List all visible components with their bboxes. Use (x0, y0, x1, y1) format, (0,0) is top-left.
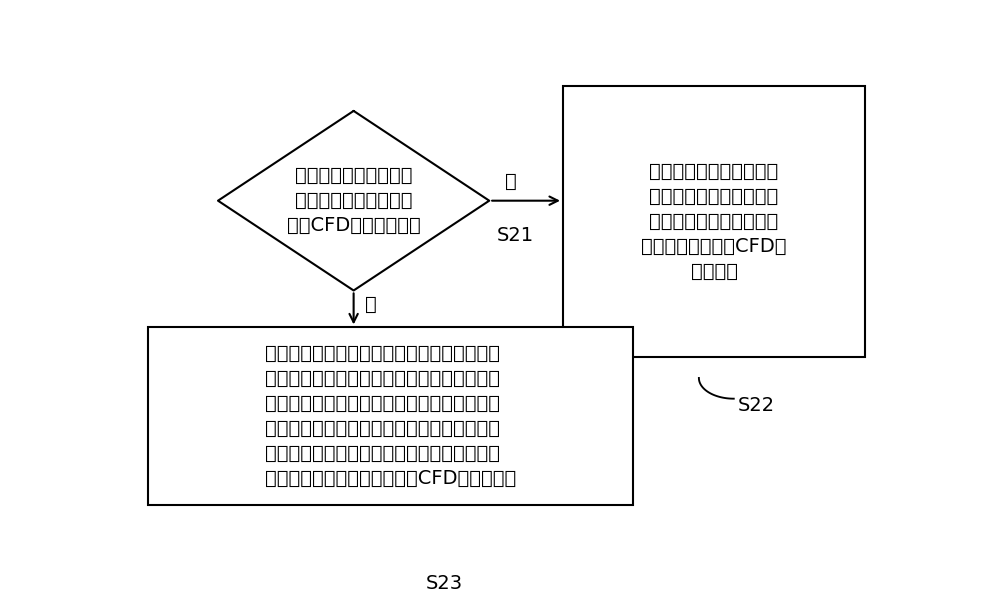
Bar (148, 327, 633, 505)
Text: 是: 是 (505, 172, 516, 191)
Text: S21: S21 (497, 226, 534, 245)
Text: S22: S22 (738, 396, 775, 416)
Text: 否: 否 (365, 295, 377, 314)
Text: 根据当前进行微观选址的
风电场的风资源种类，从
配方库中选取当前进行微
观选址的风电场的CFD模
型的参数: 根据当前进行微观选址的 风电场的风资源种类，从 配方库中选取当前进行微 观选址的… (641, 162, 787, 281)
Text: 从预设的配方库选取当
前进行微观选址的风电
场的CFD模型的参数？: 从预设的配方库选取当 前进行微观选址的风电 场的CFD模型的参数？ (287, 166, 420, 235)
Text: 根据当前进行微观选址的风电场的地理位置信
息以及不同区域的地理环境数据，确定当前进
行微观选址的风电场的地形复杂度，并根据当
前进行微观选址的风电场的地形复杂度: 根据当前进行微观选址的风电场的地理位置信 息以及不同区域的地理环境数据，确定当前… (265, 344, 516, 488)
Bar (563, 86, 865, 357)
Text: S23: S23 (425, 573, 462, 593)
